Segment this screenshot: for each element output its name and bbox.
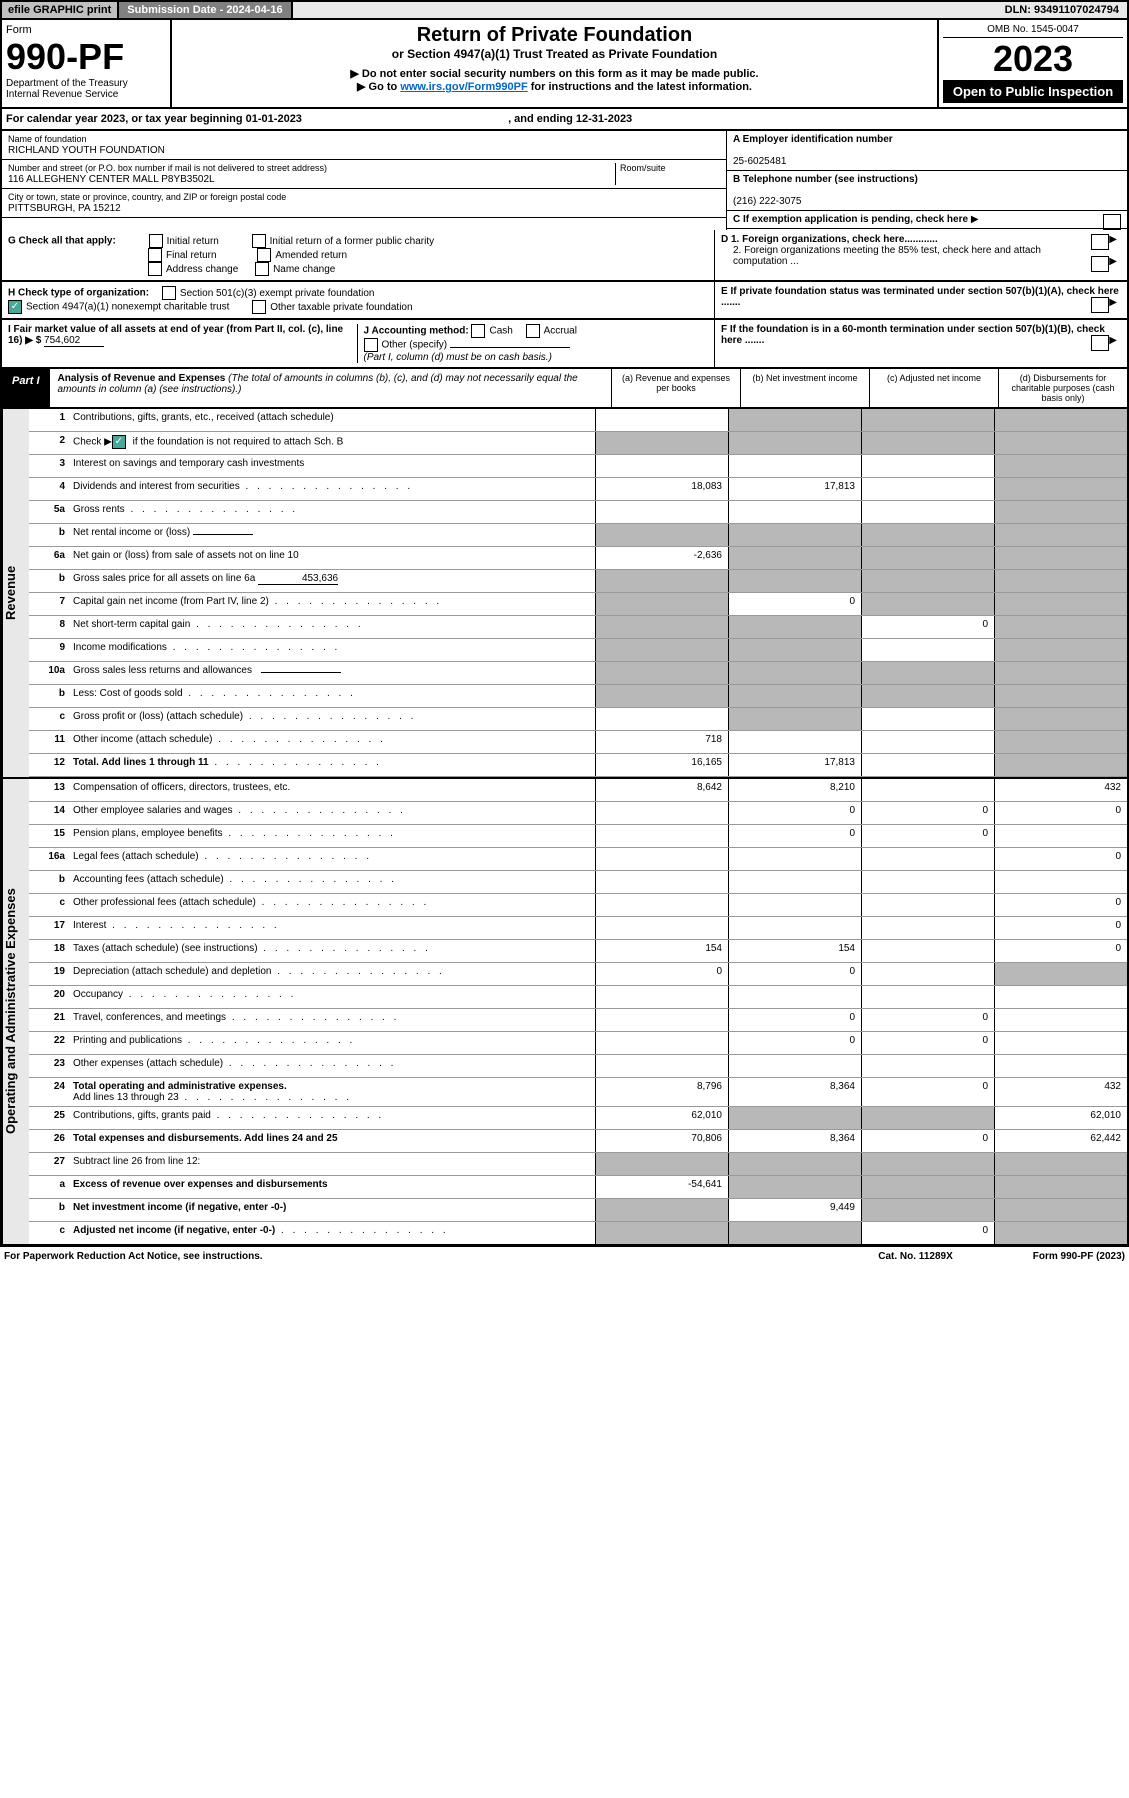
f-label: F If the foundation is in a 60-month ter… bbox=[721, 324, 1105, 346]
h-label: H Check type of organization: bbox=[8, 288, 149, 299]
h-4947-cb[interactable] bbox=[8, 300, 22, 314]
addr-label: Number and street (or P.O. box number if… bbox=[8, 163, 327, 173]
h-other-cb[interactable] bbox=[252, 300, 266, 314]
g-name-cb[interactable] bbox=[255, 262, 269, 276]
l2-cb[interactable] bbox=[112, 435, 126, 449]
dln-label: DLN: 93491107024794 bbox=[997, 2, 1127, 18]
d2-checkbox[interactable] bbox=[1091, 256, 1109, 272]
foundation-city: PITTSBURGH, PA 15212 bbox=[8, 203, 121, 214]
footer: For Paperwork Reduction Act Notice, see … bbox=[0, 1246, 1129, 1266]
revenue-section: Revenue 1Contributions, gifts, grants, e… bbox=[0, 409, 1129, 779]
check-section-ij: I Fair market value of all assets at end… bbox=[0, 320, 1129, 369]
tax-year: 2023 bbox=[943, 38, 1123, 80]
calendar-year-line: For calendar year 2023, or tax year begi… bbox=[0, 109, 1129, 131]
part1-title: Analysis of Revenue and Expenses bbox=[58, 373, 226, 384]
check-section-h: H Check type of organization: Section 50… bbox=[0, 282, 1129, 320]
j-note: (Part I, column (d) must be on cash basi… bbox=[364, 352, 552, 363]
footer-cat: Cat. No. 11289X bbox=[878, 1251, 952, 1262]
h-501c3-cb[interactable] bbox=[162, 286, 176, 300]
g-initial-cb[interactable] bbox=[149, 234, 163, 248]
form-subtitle: or Section 4947(a)(1) Trust Treated as P… bbox=[176, 47, 933, 61]
form-label: Form bbox=[6, 24, 166, 36]
submission-date: Submission Date - 2024-04-16 bbox=[119, 2, 292, 18]
j-cash-cb[interactable] bbox=[471, 324, 485, 338]
f-checkbox[interactable] bbox=[1091, 335, 1109, 351]
part1-label: Part I bbox=[2, 369, 50, 407]
phone-value: (216) 222-3075 bbox=[733, 196, 801, 207]
phone-label: B Telephone number (see instructions) bbox=[733, 174, 918, 185]
form-number: 990-PF bbox=[6, 36, 166, 78]
expenses-section: Operating and Administrative Expenses 13… bbox=[0, 779, 1129, 1246]
irs-label: Internal Revenue Service bbox=[6, 89, 166, 100]
form-title: Return of Private Foundation bbox=[176, 24, 933, 47]
e-checkbox[interactable] bbox=[1091, 297, 1109, 313]
col-a: (a) Revenue and expenses per books bbox=[611, 369, 740, 407]
efile-label[interactable]: efile GRAPHIC print bbox=[2, 2, 119, 18]
e-label: E If private foundation status was termi… bbox=[721, 286, 1119, 308]
exemption-label: C If exemption application is pending, c… bbox=[733, 214, 968, 225]
g-label: G Check all that apply: bbox=[8, 236, 116, 247]
i-value: 754,602 bbox=[44, 335, 104, 347]
foundation-address: 116 ALLEGHENY CENTER MALL P8YB3502L bbox=[8, 174, 215, 185]
j-accrual-cb[interactable] bbox=[526, 324, 540, 338]
col-c: (c) Adjusted net income bbox=[869, 369, 998, 407]
name-label: Name of foundation bbox=[8, 134, 87, 144]
j-other-cb[interactable] bbox=[364, 338, 378, 352]
d2-label: 2. Foreign organizations meeting the 85%… bbox=[733, 245, 1041, 267]
top-bar: efile GRAPHIC print Submission Date - 20… bbox=[0, 0, 1129, 20]
g-final-cb[interactable] bbox=[148, 248, 162, 262]
revenue-side-label: Revenue bbox=[2, 409, 29, 777]
form-note1: ▶ Do not enter social security numbers o… bbox=[176, 67, 933, 80]
city-label: City or town, state or province, country… bbox=[8, 192, 286, 202]
open-public: Open to Public Inspection bbox=[943, 80, 1123, 103]
dept-label: Department of the Treasury bbox=[6, 78, 166, 89]
g-initial-former-cb[interactable] bbox=[252, 234, 266, 248]
ein-label: A Employer identification number bbox=[733, 134, 893, 145]
room-label: Room/suite bbox=[620, 163, 666, 173]
g-address-cb[interactable] bbox=[148, 262, 162, 276]
g-amended-cb[interactable] bbox=[257, 248, 271, 262]
note2-post: for instructions and the latest informat… bbox=[531, 81, 752, 93]
col-b: (b) Net investment income bbox=[740, 369, 869, 407]
footer-left: For Paperwork Reduction Act Notice, see … bbox=[4, 1251, 878, 1262]
note2-pre: ▶ Go to bbox=[357, 81, 400, 93]
col-d: (d) Disbursements for charitable purpose… bbox=[998, 369, 1127, 407]
ein-value: 25-6025481 bbox=[733, 156, 786, 167]
instructions-link[interactable]: www.irs.gov/Form990PF bbox=[400, 81, 527, 93]
foundation-name: RICHLAND YOUTH FOUNDATION bbox=[8, 145, 165, 156]
foundation-info: Name of foundation RICHLAND YOUTH FOUNDA… bbox=[0, 131, 1129, 230]
footer-form: Form 990-PF (2023) bbox=[1033, 1251, 1125, 1262]
expenses-side-label: Operating and Administrative Expenses bbox=[2, 779, 29, 1244]
part1-header: Part I Analysis of Revenue and Expenses … bbox=[0, 369, 1129, 409]
d1-label: D 1. Foreign organizations, check here..… bbox=[721, 234, 938, 245]
check-section-g: G Check all that apply: Initial return I… bbox=[0, 230, 1129, 282]
omb-number: OMB No. 1545-0047 bbox=[943, 24, 1123, 38]
exemption-checkbox[interactable] bbox=[1103, 214, 1121, 230]
j-label: J Accounting method: bbox=[364, 326, 469, 337]
d1-checkbox[interactable] bbox=[1091, 234, 1109, 250]
header-row: Form 990-PF Department of the Treasury I… bbox=[0, 20, 1129, 109]
